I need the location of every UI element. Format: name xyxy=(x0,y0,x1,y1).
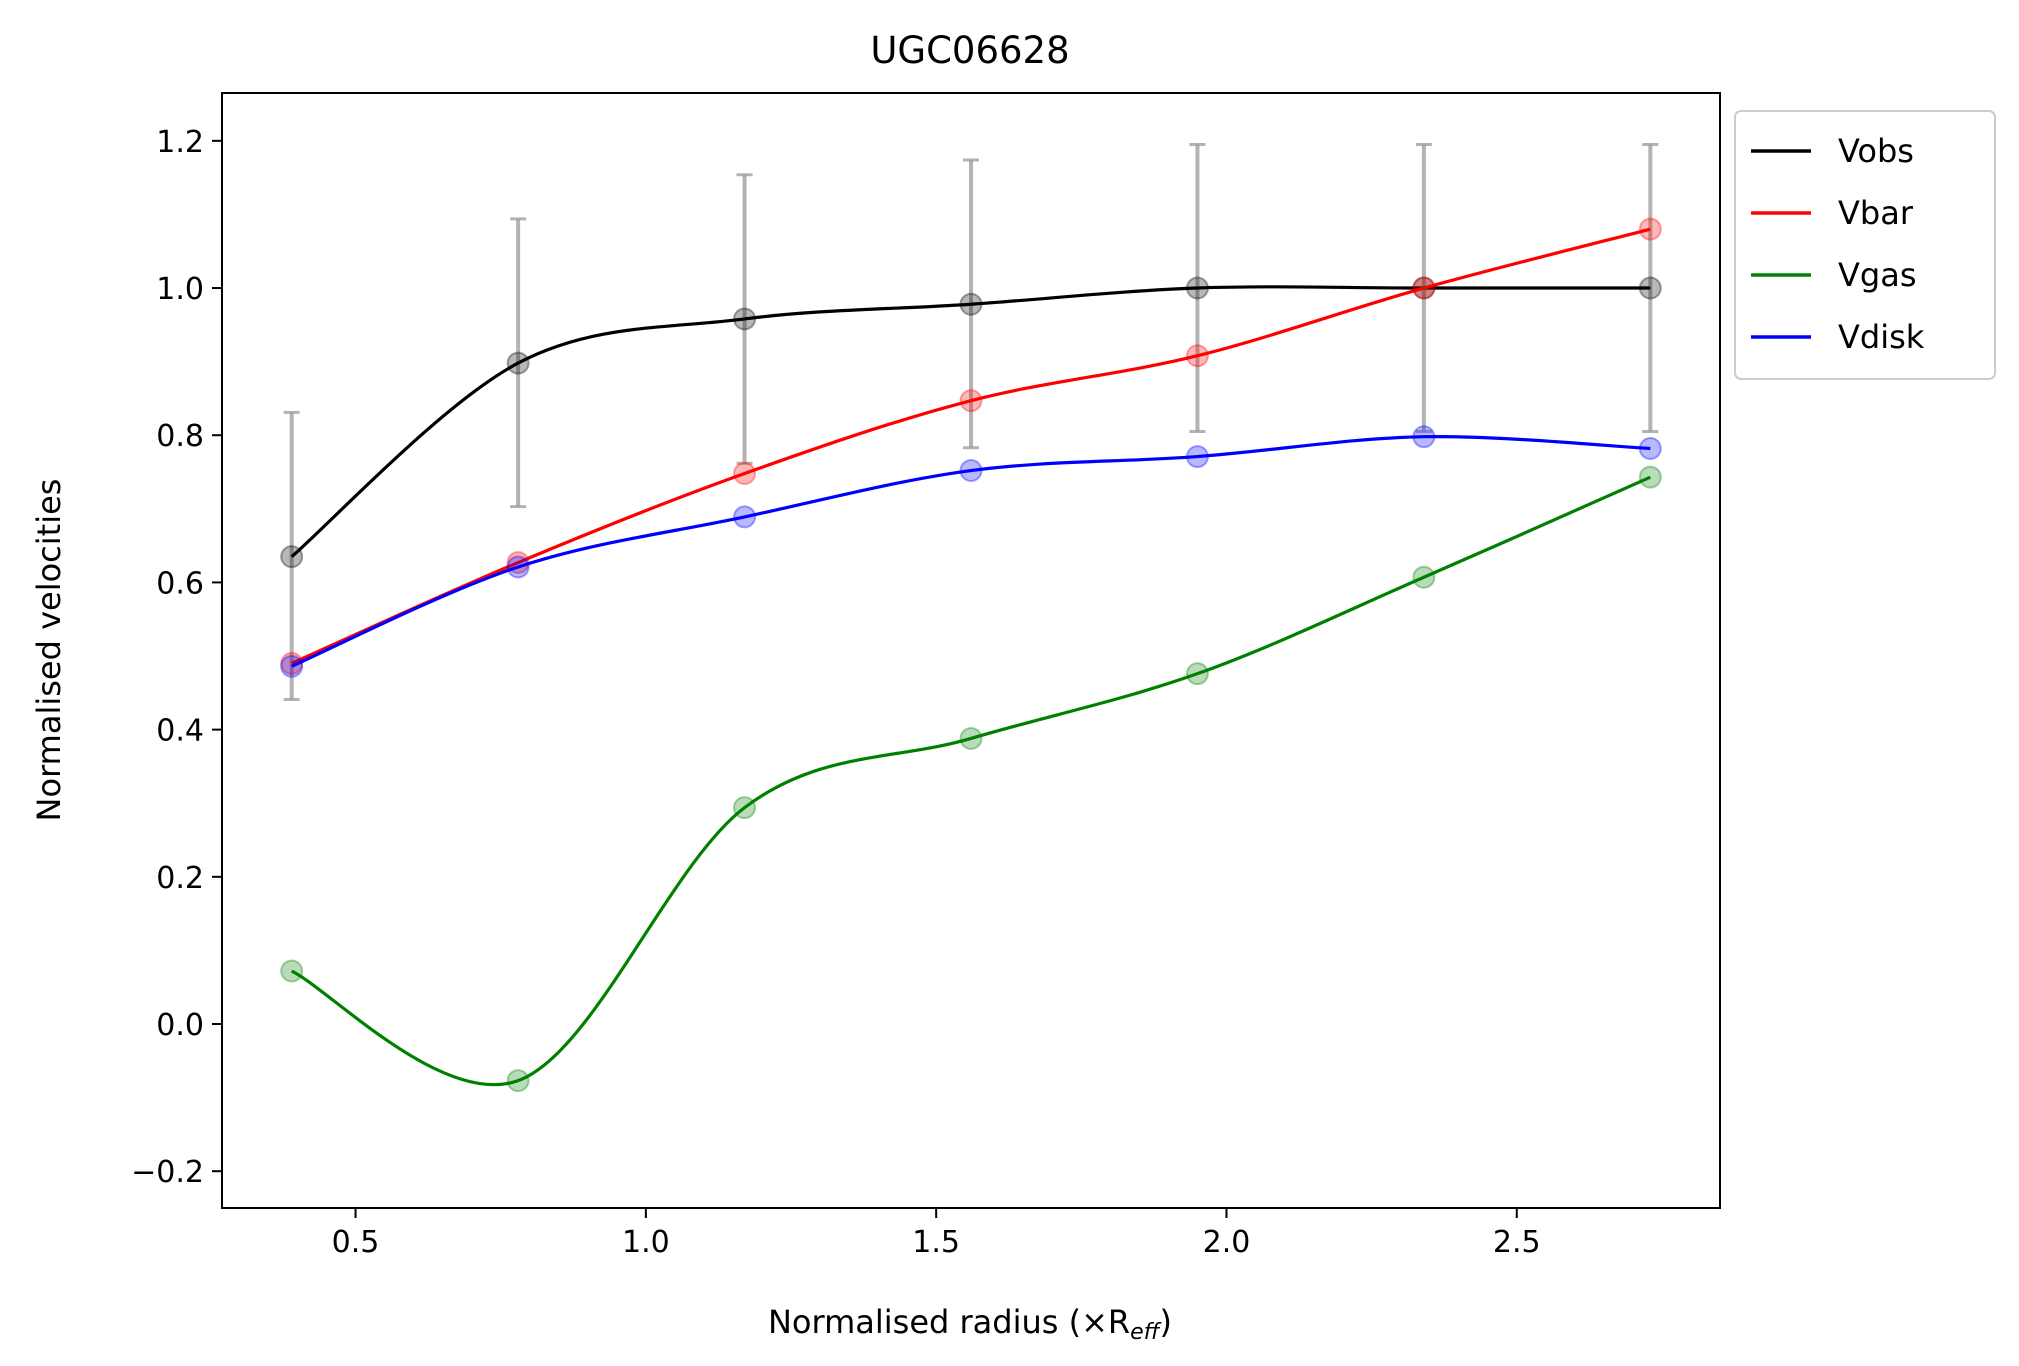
data-point-vbar xyxy=(959,389,983,413)
data-point-vobs xyxy=(959,292,983,316)
x-axis: 0.5 1.0 1.5 2.0 2.5 xyxy=(332,1208,1541,1260)
data-point-vdisk xyxy=(506,555,530,579)
legend-label-vbar: Vbar xyxy=(1838,194,1914,232)
data-point-vbar xyxy=(1638,217,1662,241)
data-point-vgas xyxy=(1638,465,1662,489)
data-point-vdisk xyxy=(1638,436,1662,460)
plot-frame xyxy=(221,92,1721,1209)
data-point-vobs xyxy=(280,545,304,569)
series-line-vbar xyxy=(291,227,1651,665)
y-axis-label: Normalised velocities xyxy=(30,479,68,822)
x-axis-label-subscript: eff xyxy=(1130,1320,1162,1345)
chart-title: UGC06628 xyxy=(870,29,1069,72)
x-tick-label: 2.0 xyxy=(1203,1225,1251,1260)
y-tick-label: 0.4 xyxy=(156,714,204,749)
data-point-vbar xyxy=(733,461,757,485)
y-tick-label: 0.0 xyxy=(156,1008,204,1043)
y-tick-label: 0.6 xyxy=(156,566,204,601)
data-point-vdisk xyxy=(959,459,983,483)
legend: Vobs Vbar Vgas Vdisk xyxy=(1734,110,1996,380)
y-tick-label: 0.2 xyxy=(156,861,204,896)
data-point-vgas xyxy=(506,1069,530,1093)
y-tick-label: −0.2 xyxy=(131,1155,204,1190)
data-point-vobs xyxy=(1638,276,1662,300)
data-point-vgas xyxy=(733,796,757,820)
data-point-vdisk xyxy=(733,505,757,529)
data-point-vobs xyxy=(1185,276,1209,300)
data-point-vbar xyxy=(1412,276,1436,300)
x-axis-label: Normalised radius (×Reff) xyxy=(768,1303,1172,1345)
series-line-vgas xyxy=(290,475,1651,1087)
data-point-vobs xyxy=(506,351,530,375)
legend-label-vdisk: Vdisk xyxy=(1838,318,1925,356)
data-point-vgas xyxy=(1185,662,1209,686)
data-point-vobs xyxy=(733,307,757,331)
data-point-vdisk xyxy=(280,654,304,678)
x-tick-label: 0.5 xyxy=(332,1225,380,1260)
data-point-vgas xyxy=(1412,565,1436,589)
y-tick-label: 1.0 xyxy=(156,272,204,307)
data-point-vdisk xyxy=(1412,425,1436,449)
data-point-vbar xyxy=(280,651,304,675)
x-axis-label-main: Normalised radius (×R xyxy=(768,1303,1130,1341)
x-tick-label: 2.5 xyxy=(1493,1225,1541,1260)
legend-box xyxy=(1734,110,1996,380)
series-line-vdisk xyxy=(291,434,1651,668)
data-point-vbar xyxy=(1185,344,1209,368)
legend-label-vgas: Vgas xyxy=(1838,256,1916,294)
x-tick-label: 1.0 xyxy=(622,1225,670,1260)
data-point-vgas xyxy=(280,959,304,983)
data-point-vdisk xyxy=(1185,445,1209,469)
data-point-vgas xyxy=(959,726,983,750)
y-tick-label: 1.2 xyxy=(156,125,204,160)
legend-label-vobs: Vobs xyxy=(1838,132,1914,170)
x-axis-label-close: ) xyxy=(1160,1303,1172,1341)
plot-area xyxy=(280,143,1662,1093)
x-tick-label: 1.5 xyxy=(912,1225,960,1260)
y-tick-label: 0.8 xyxy=(156,419,204,454)
y-axis: −0.2 0.0 0.2 0.4 0.6 0.8 1.0 1.2 xyxy=(131,125,222,1190)
